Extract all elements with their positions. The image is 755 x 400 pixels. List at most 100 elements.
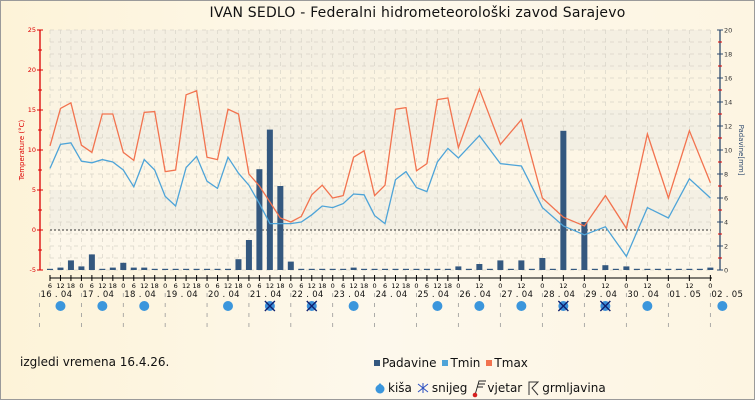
precip-bar <box>591 268 598 270</box>
x-hour-label: 18 <box>192 282 200 290</box>
forecast-date-note: izgledi vremena 16.4.26. <box>20 355 170 369</box>
x-hour-label: 18 <box>444 282 452 290</box>
x-hour-label: 6 <box>257 282 261 290</box>
precip-bar <box>162 268 169 270</box>
precip-bar <box>130 267 137 270</box>
right-axis-tick-label: 8 <box>724 171 728 179</box>
precip-bar <box>675 268 682 270</box>
precip-bar <box>423 268 430 270</box>
x-hour-label: 12 <box>56 282 64 290</box>
x-hour-label: 12 <box>140 282 148 290</box>
x-day-label: 16 . 04 <box>41 290 73 300</box>
x-hour-label: 12 <box>517 282 525 290</box>
legend-label-tmin: Tmin <box>450 356 481 370</box>
x-hour-label: 0 <box>79 282 83 290</box>
legend-label-tmax: Tmax <box>494 356 528 370</box>
precip-bar <box>486 268 493 270</box>
precip-bar <box>67 260 74 270</box>
precip-bar <box>686 268 693 270</box>
precip-bar <box>654 268 661 270</box>
chart-title: IVAN SEDLO - Federalni hidrometeorološki… <box>209 5 626 21</box>
precip-bar <box>329 268 336 270</box>
left-axis-tick-label: 20 <box>28 66 36 74</box>
x-hour-label: 0 <box>289 282 293 290</box>
legend-label-snijeg: snijeg <box>431 381 468 395</box>
x-hour-label: 0 <box>708 282 712 290</box>
rain-icon <box>223 301 233 311</box>
snow-icon <box>264 300 276 312</box>
snow-icon-cross <box>306 300 318 312</box>
rain-icon <box>432 301 443 311</box>
right-axis-tick-label: 2 <box>724 243 728 251</box>
tmax-line <box>49 87 712 231</box>
x-day-label: 26 . 04 <box>459 290 491 300</box>
legend-label-padavine: Padavine <box>382 356 437 370</box>
rain-icon <box>97 301 108 311</box>
legend-swatch-padavine <box>374 360 380 366</box>
right-axis-tick-label: 4 <box>724 219 728 227</box>
x-hour-label: 12 <box>601 282 609 290</box>
left-axis-label: Temperature (°C) <box>18 120 26 182</box>
rain-drop-icon <box>375 383 385 394</box>
precip-bar <box>277 186 284 270</box>
x-hour-label: 18 <box>276 282 284 290</box>
legend-label-grmljavina: grmljavina <box>542 381 606 395</box>
legend-item-snijeg: snijeg <box>416 381 468 395</box>
right-axis-label: Padavine[mm] <box>737 125 745 176</box>
precip-bar <box>570 268 577 270</box>
legend-label-kisa: kiša <box>388 381 412 395</box>
precip-bar <box>413 268 420 270</box>
rain-icon <box>474 301 485 311</box>
plot-band <box>50 230 711 270</box>
precip-bar <box>623 266 630 270</box>
precip-bar <box>287 261 294 270</box>
precip-bar <box>560 130 567 270</box>
precip-bar <box>224 268 231 270</box>
right-axis-tick-label: 16 <box>724 75 732 83</box>
rain-icon <box>348 301 359 311</box>
x-hour-label: 6 <box>383 282 387 290</box>
precip-bar <box>644 268 651 270</box>
plot-band <box>50 150 711 190</box>
precip-bar <box>266 129 273 270</box>
precip-bar <box>361 268 368 270</box>
x-hour-label: 18 <box>318 282 326 290</box>
x-hour-label: 0 <box>121 282 125 290</box>
legend-item-grmljavina: grmljavina <box>526 380 606 396</box>
precip-bar <box>88 254 95 270</box>
precip-bar <box>539 258 546 270</box>
precip-bar <box>371 268 378 270</box>
wind-barb-icon <box>473 380 487 398</box>
precip-bar <box>434 268 441 270</box>
x-day-label: 30 . 04 <box>627 290 659 300</box>
precip-bar <box>455 266 462 270</box>
precip-bar <box>507 268 514 270</box>
right-axis-tick-label: 20 <box>724 27 732 35</box>
precip-bar <box>172 268 179 270</box>
x-day-label: 21 . 04 <box>250 290 282 300</box>
left-axis-tick-label: 0 <box>32 226 36 234</box>
x-day-label: 17 . 04 <box>82 290 114 300</box>
rain-icon <box>516 301 527 311</box>
left-axis-tick-label: 10 <box>28 146 36 154</box>
precip-bar <box>340 268 347 270</box>
legend-swatch-tmax <box>486 360 493 366</box>
x-hour-label: 0 <box>372 282 376 290</box>
right-axis-tick-label: 10 <box>724 147 732 155</box>
x-day-label: 29 . 04 <box>585 290 617 300</box>
right-axis-tick-label: 14 <box>724 99 732 107</box>
precip-bar <box>235 259 242 270</box>
x-hour-label: 0 <box>205 282 209 290</box>
x-hour-label: 0 <box>331 282 335 290</box>
x-hour-label: 18 <box>402 282 410 290</box>
x-hour-label: 12 <box>475 282 483 290</box>
x-hour-label: 12 <box>266 282 274 290</box>
x-day-label: 18 . 04 <box>124 290 156 300</box>
legend-item-tmin: Tmin <box>442 356 480 370</box>
x-hour-label: 12 <box>308 282 316 290</box>
thunder-icon <box>528 381 540 396</box>
precip-bar <box>109 267 116 270</box>
tmin-line <box>49 134 711 258</box>
precip-bar <box>47 268 53 270</box>
